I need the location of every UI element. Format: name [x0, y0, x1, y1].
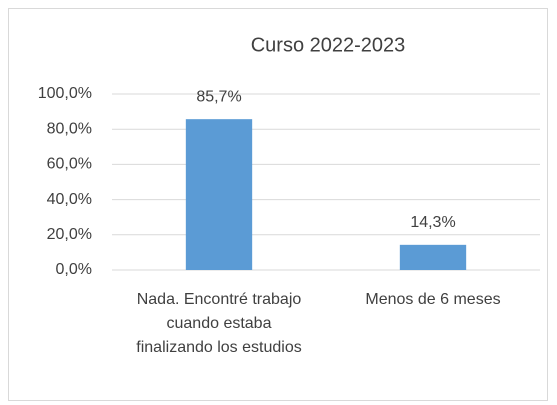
- data-label: 85,7%: [196, 88, 241, 105]
- chart-title: Curso 2022-2023: [251, 34, 406, 56]
- data-label: 14,3%: [410, 214, 455, 231]
- y-tick-label: 20,0%: [47, 226, 92, 243]
- x-tick-label: Nada. Encontré trabajo cuando estaba fin…: [136, 291, 302, 356]
- x-tick-label: Menos de 6 meses: [365, 291, 501, 308]
- bar: [185, 119, 253, 270]
- bar: [399, 244, 467, 270]
- y-tick-label: 40,0%: [47, 191, 92, 208]
- y-tick-label: 80,0%: [47, 120, 92, 137]
- chart-border: [8, 8, 548, 401]
- y-tick-label: 0,0%: [56, 261, 92, 278]
- y-tick-label: 100,0%: [38, 85, 92, 102]
- y-tick-label: 60,0%: [47, 156, 92, 173]
